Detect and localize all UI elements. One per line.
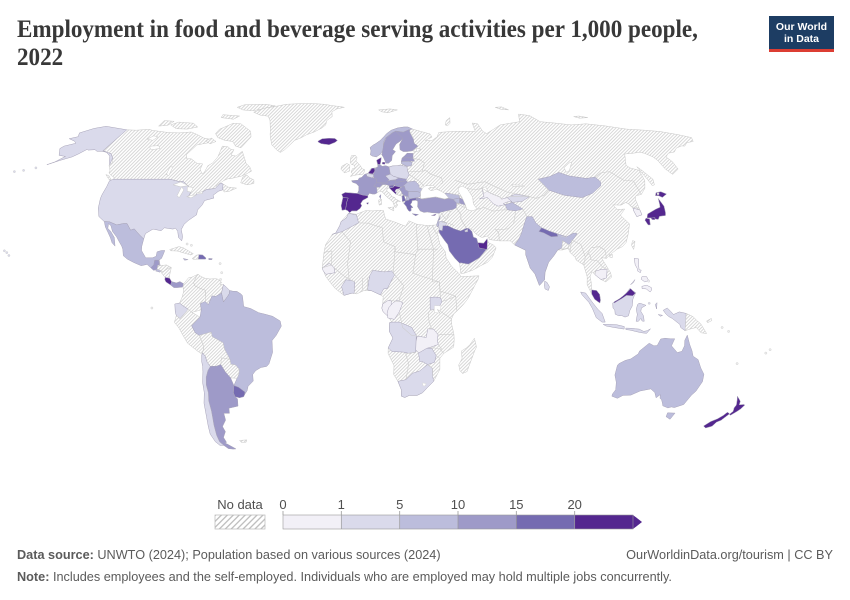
svg-text:1: 1 bbox=[338, 497, 345, 512]
svg-text:20: 20 bbox=[567, 497, 581, 512]
svg-text:15: 15 bbox=[509, 497, 523, 512]
svg-text:No data: No data bbox=[217, 497, 263, 512]
svg-text:5: 5 bbox=[396, 497, 403, 512]
svg-text:10: 10 bbox=[451, 497, 465, 512]
svg-text:0: 0 bbox=[279, 497, 286, 512]
